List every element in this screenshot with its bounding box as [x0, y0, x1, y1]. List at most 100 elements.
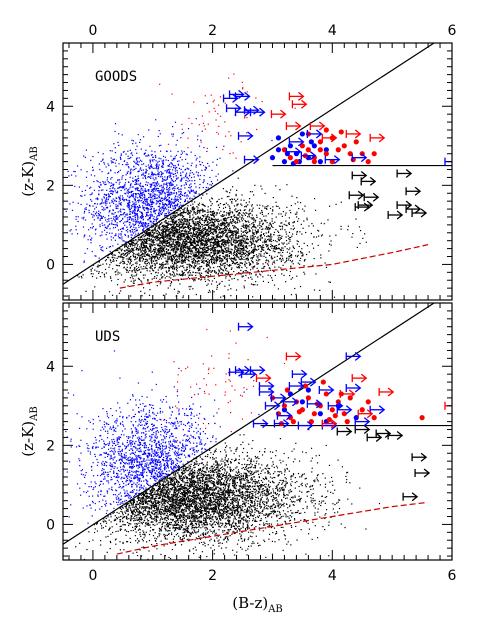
point [204, 95, 206, 97]
point [274, 250, 276, 253]
point [134, 266, 136, 269]
point [263, 215, 265, 217]
point [134, 259, 136, 261]
point [137, 232, 139, 234]
point [192, 190, 194, 192]
point [138, 224, 140, 226]
point [244, 214, 247, 216]
point [216, 257, 219, 259]
point [178, 239, 180, 241]
point [186, 240, 188, 242]
point [162, 276, 164, 278]
point [257, 225, 259, 227]
point [113, 158, 115, 160]
point [107, 199, 109, 201]
point [99, 168, 101, 171]
point [136, 157, 138, 159]
point [222, 219, 224, 221]
point [129, 176, 131, 178]
point [145, 266, 147, 268]
point [163, 192, 165, 194]
point [230, 288, 232, 290]
point [239, 262, 242, 264]
point [220, 267, 222, 269]
point [113, 213, 115, 215]
point [104, 200, 106, 202]
point [97, 212, 99, 215]
point [218, 212, 221, 214]
point [114, 188, 116, 190]
point [151, 234, 153, 237]
point [242, 275, 245, 277]
point [162, 253, 164, 255]
point [204, 166, 207, 168]
point [110, 253, 112, 255]
point [195, 221, 197, 223]
point [172, 258, 174, 261]
point [178, 223, 180, 225]
point [292, 225, 294, 227]
point [177, 219, 180, 221]
point [190, 183, 192, 185]
point [170, 256, 173, 259]
point [157, 190, 159, 192]
point [220, 243, 223, 245]
point [154, 188, 156, 190]
point [177, 163, 179, 165]
point [292, 222, 294, 224]
point [129, 276, 131, 279]
point [207, 187, 209, 189]
point [258, 248, 260, 250]
point [257, 255, 259, 257]
point [226, 239, 229, 242]
point [149, 194, 151, 196]
point [205, 257, 207, 259]
point [122, 217, 124, 219]
point [196, 211, 198, 213]
point [223, 265, 225, 267]
point [275, 246, 277, 249]
point [236, 240, 238, 242]
point [209, 210, 211, 213]
point [263, 266, 265, 268]
point [132, 143, 134, 145]
point [129, 149, 131, 151]
point [162, 163, 164, 165]
point [313, 198, 316, 200]
point [209, 245, 211, 247]
point [165, 225, 167, 227]
point [177, 279, 180, 282]
point [180, 172, 182, 174]
point [199, 217, 201, 220]
point [171, 248, 174, 250]
point [211, 213, 213, 215]
point [225, 219, 227, 221]
point [140, 169, 143, 171]
point [182, 211, 184, 213]
point [82, 226, 85, 228]
point [121, 186, 123, 188]
point [161, 232, 163, 234]
point [300, 252, 302, 254]
point [91, 192, 93, 194]
point [184, 199, 186, 201]
point [184, 193, 186, 195]
point [89, 187, 91, 189]
point [131, 205, 133, 207]
point [150, 175, 152, 177]
point [165, 188, 168, 190]
point [166, 237, 168, 239]
point [235, 245, 237, 247]
point [166, 169, 168, 171]
point [100, 264, 102, 266]
point [189, 236, 191, 238]
point [130, 264, 133, 267]
point [140, 280, 142, 282]
point [166, 252, 169, 254]
point [168, 190, 170, 192]
point [157, 218, 159, 220]
point [172, 225, 174, 227]
point [141, 241, 144, 243]
point [92, 156, 94, 158]
point [173, 159, 175, 161]
